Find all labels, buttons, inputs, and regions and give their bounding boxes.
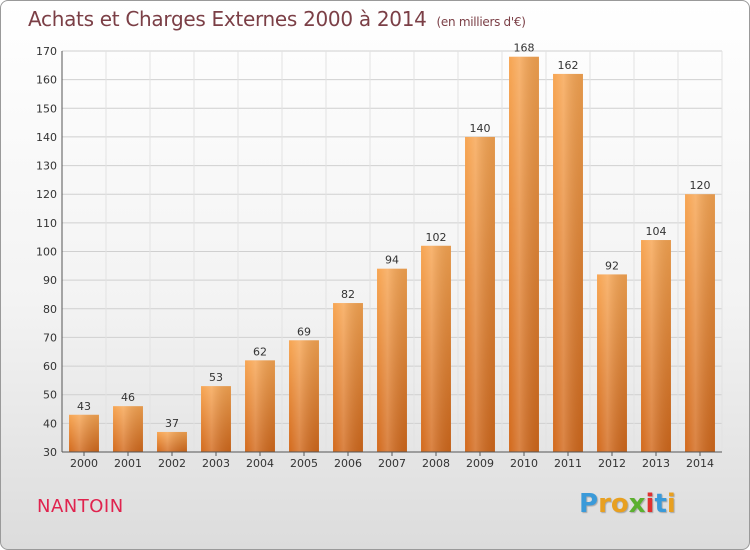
y-tick-label: 50: [43, 389, 57, 402]
commune-name: NANTOIN: [37, 496, 124, 517]
y-tick-label: 120: [36, 188, 57, 201]
bar-value-label: 69: [297, 325, 311, 338]
bar-shine: [377, 268, 407, 452]
y-tick-label: 40: [43, 417, 57, 430]
bar-value-label: 82: [341, 288, 355, 301]
x-tick-label: 2009: [466, 457, 494, 470]
x-tick-label: 2000: [70, 457, 98, 470]
bar-value-label: 120: [690, 179, 711, 192]
logo-letter: o: [610, 489, 629, 519]
x-tick-label: 2008: [422, 457, 450, 470]
bar-shine: [509, 56, 539, 452]
bar-shine: [465, 136, 495, 452]
x-tick-label: 2013: [642, 457, 670, 470]
y-tick-label: 80: [43, 303, 57, 316]
chart-title-text: Achats et Charges Externes 2000 à 2014: [28, 7, 427, 31]
bar-value-label: 43: [77, 400, 91, 413]
bar-shine: [597, 274, 627, 452]
bar-value-label: 94: [385, 254, 399, 267]
bar-value-label: 53: [209, 371, 223, 384]
bar-shine: [69, 414, 99, 452]
bar-value-label: 62: [253, 345, 267, 358]
axes: 30 40 50 60 70 80 90 100 110 120 130 140 150 160 170 20…: [36, 45, 722, 470]
y-tick-label: 60: [43, 360, 57, 373]
bar-value-label: 46: [121, 391, 135, 404]
bar-shine: [245, 360, 275, 452]
y-tick-label: 90: [43, 274, 57, 287]
y-tick-label: 100: [36, 246, 57, 259]
x-tick-label: 2002: [158, 457, 186, 470]
x-tick-label: 2001: [114, 457, 142, 470]
y-tick-label: 70: [43, 331, 57, 344]
y-tick-label: 170: [36, 45, 57, 58]
logo-letter: i: [666, 489, 676, 519]
bar-shine: [685, 194, 715, 452]
bar-value-label: 104: [646, 225, 667, 238]
bar-shine: [333, 303, 363, 452]
logo-letter: t: [654, 489, 667, 519]
x-tick-label: 2004: [246, 457, 274, 470]
x-tick-label: 2003: [202, 457, 230, 470]
bar-shine: [641, 240, 671, 452]
bar-value-label: 92: [605, 259, 619, 272]
bar-shine: [421, 245, 451, 452]
y-tick-label: 160: [36, 74, 57, 87]
bar-shine: [157, 431, 187, 452]
x-tick-label: 2005: [290, 457, 318, 470]
x-tick-label: 2012: [598, 457, 626, 470]
bar-shine: [113, 406, 143, 452]
x-tick-label: 2007: [378, 457, 406, 470]
x-tick-label: 2011: [554, 457, 582, 470]
y-tick-label: 110: [36, 217, 57, 230]
y-tick-label: 140: [36, 131, 57, 144]
bar-shine: [201, 386, 231, 452]
y-tick-label: 130: [36, 160, 57, 173]
y-tick-label: 150: [36, 102, 57, 115]
bar-value-label: 140: [470, 122, 491, 135]
bar-shine: [289, 340, 319, 452]
logo-letter: x: [628, 489, 646, 519]
x-tick-label: 2006: [334, 457, 362, 470]
bar-value-label: 162: [558, 59, 579, 72]
bar-shine: [553, 73, 583, 453]
logo-letter: i: [645, 489, 655, 519]
proxiti-logo: Proxiti: [579, 489, 676, 519]
bar-value-label: 168: [514, 42, 535, 55]
logo-letter: P: [579, 489, 599, 519]
x-tick-label: 2010: [510, 457, 538, 470]
chart-unit: (en milliers d'€): [436, 15, 526, 29]
y-tick-label: 30: [43, 446, 57, 459]
logo-letter: r: [598, 489, 611, 519]
chart-title: Achats et Charges Externes 2000 à 2014 (e…: [28, 7, 526, 31]
bars: 43 46 37 53 62 69 82 94 102 140 168 162 92 104 120: [69, 42, 715, 453]
bar-value-label: 102: [426, 231, 447, 244]
bar-value-label: 37: [165, 417, 179, 430]
x-tick-label: 2014: [686, 457, 714, 470]
